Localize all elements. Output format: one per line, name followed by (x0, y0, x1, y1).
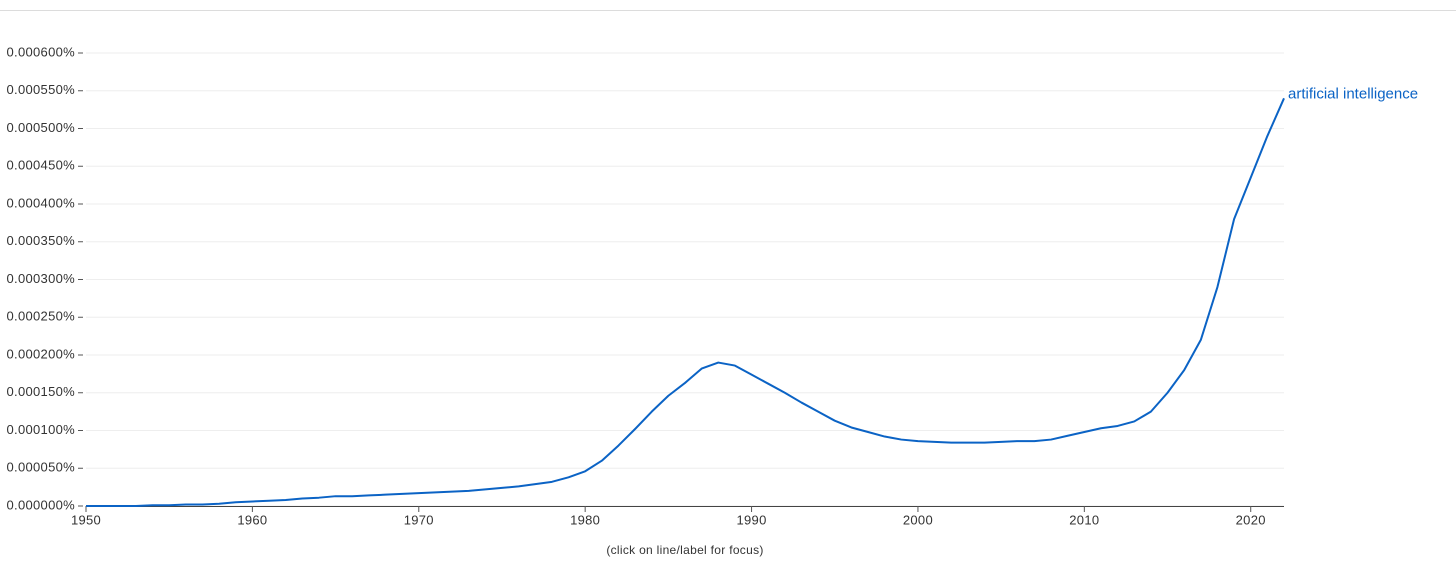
series-label[interactable]: artificial intelligence (1288, 85, 1418, 102)
y-tick-label: 0.000300% (7, 271, 76, 286)
series-line[interactable] (86, 97, 1285, 507)
x-tick-label: 1990 (736, 512, 766, 527)
y-tick-label: 0.000600% (7, 44, 76, 59)
y-tick-label: 0.000250% (7, 309, 76, 324)
x-tick-label: 2020 (1236, 512, 1266, 527)
y-tick-label: 0.000050% (7, 460, 76, 475)
x-tick-label: 1980 (570, 512, 600, 527)
y-tick-label: 0.000150% (7, 384, 76, 399)
y-tick-label: 0.000450% (7, 158, 76, 173)
y-tick-label: 0.000100% (7, 422, 76, 437)
x-tick-label: 1960 (237, 512, 267, 527)
x-tick-label: 2000 (903, 512, 933, 527)
y-tick-label: 0.000550% (7, 82, 76, 97)
y-tick-label: 0.000000% (7, 497, 76, 512)
x-tick-label: 1950 (71, 512, 101, 527)
x-tick-label: 2010 (1069, 512, 1099, 527)
x-tick-label: 1970 (404, 512, 434, 527)
y-tick-label: 0.000400% (7, 195, 76, 210)
chart-note: (click on line/label for focus) (606, 543, 763, 557)
y-tick-label: 0.000200% (7, 346, 76, 361)
y-tick-label: 0.000500% (7, 120, 76, 135)
y-tick-label: 0.000350% (7, 233, 76, 248)
